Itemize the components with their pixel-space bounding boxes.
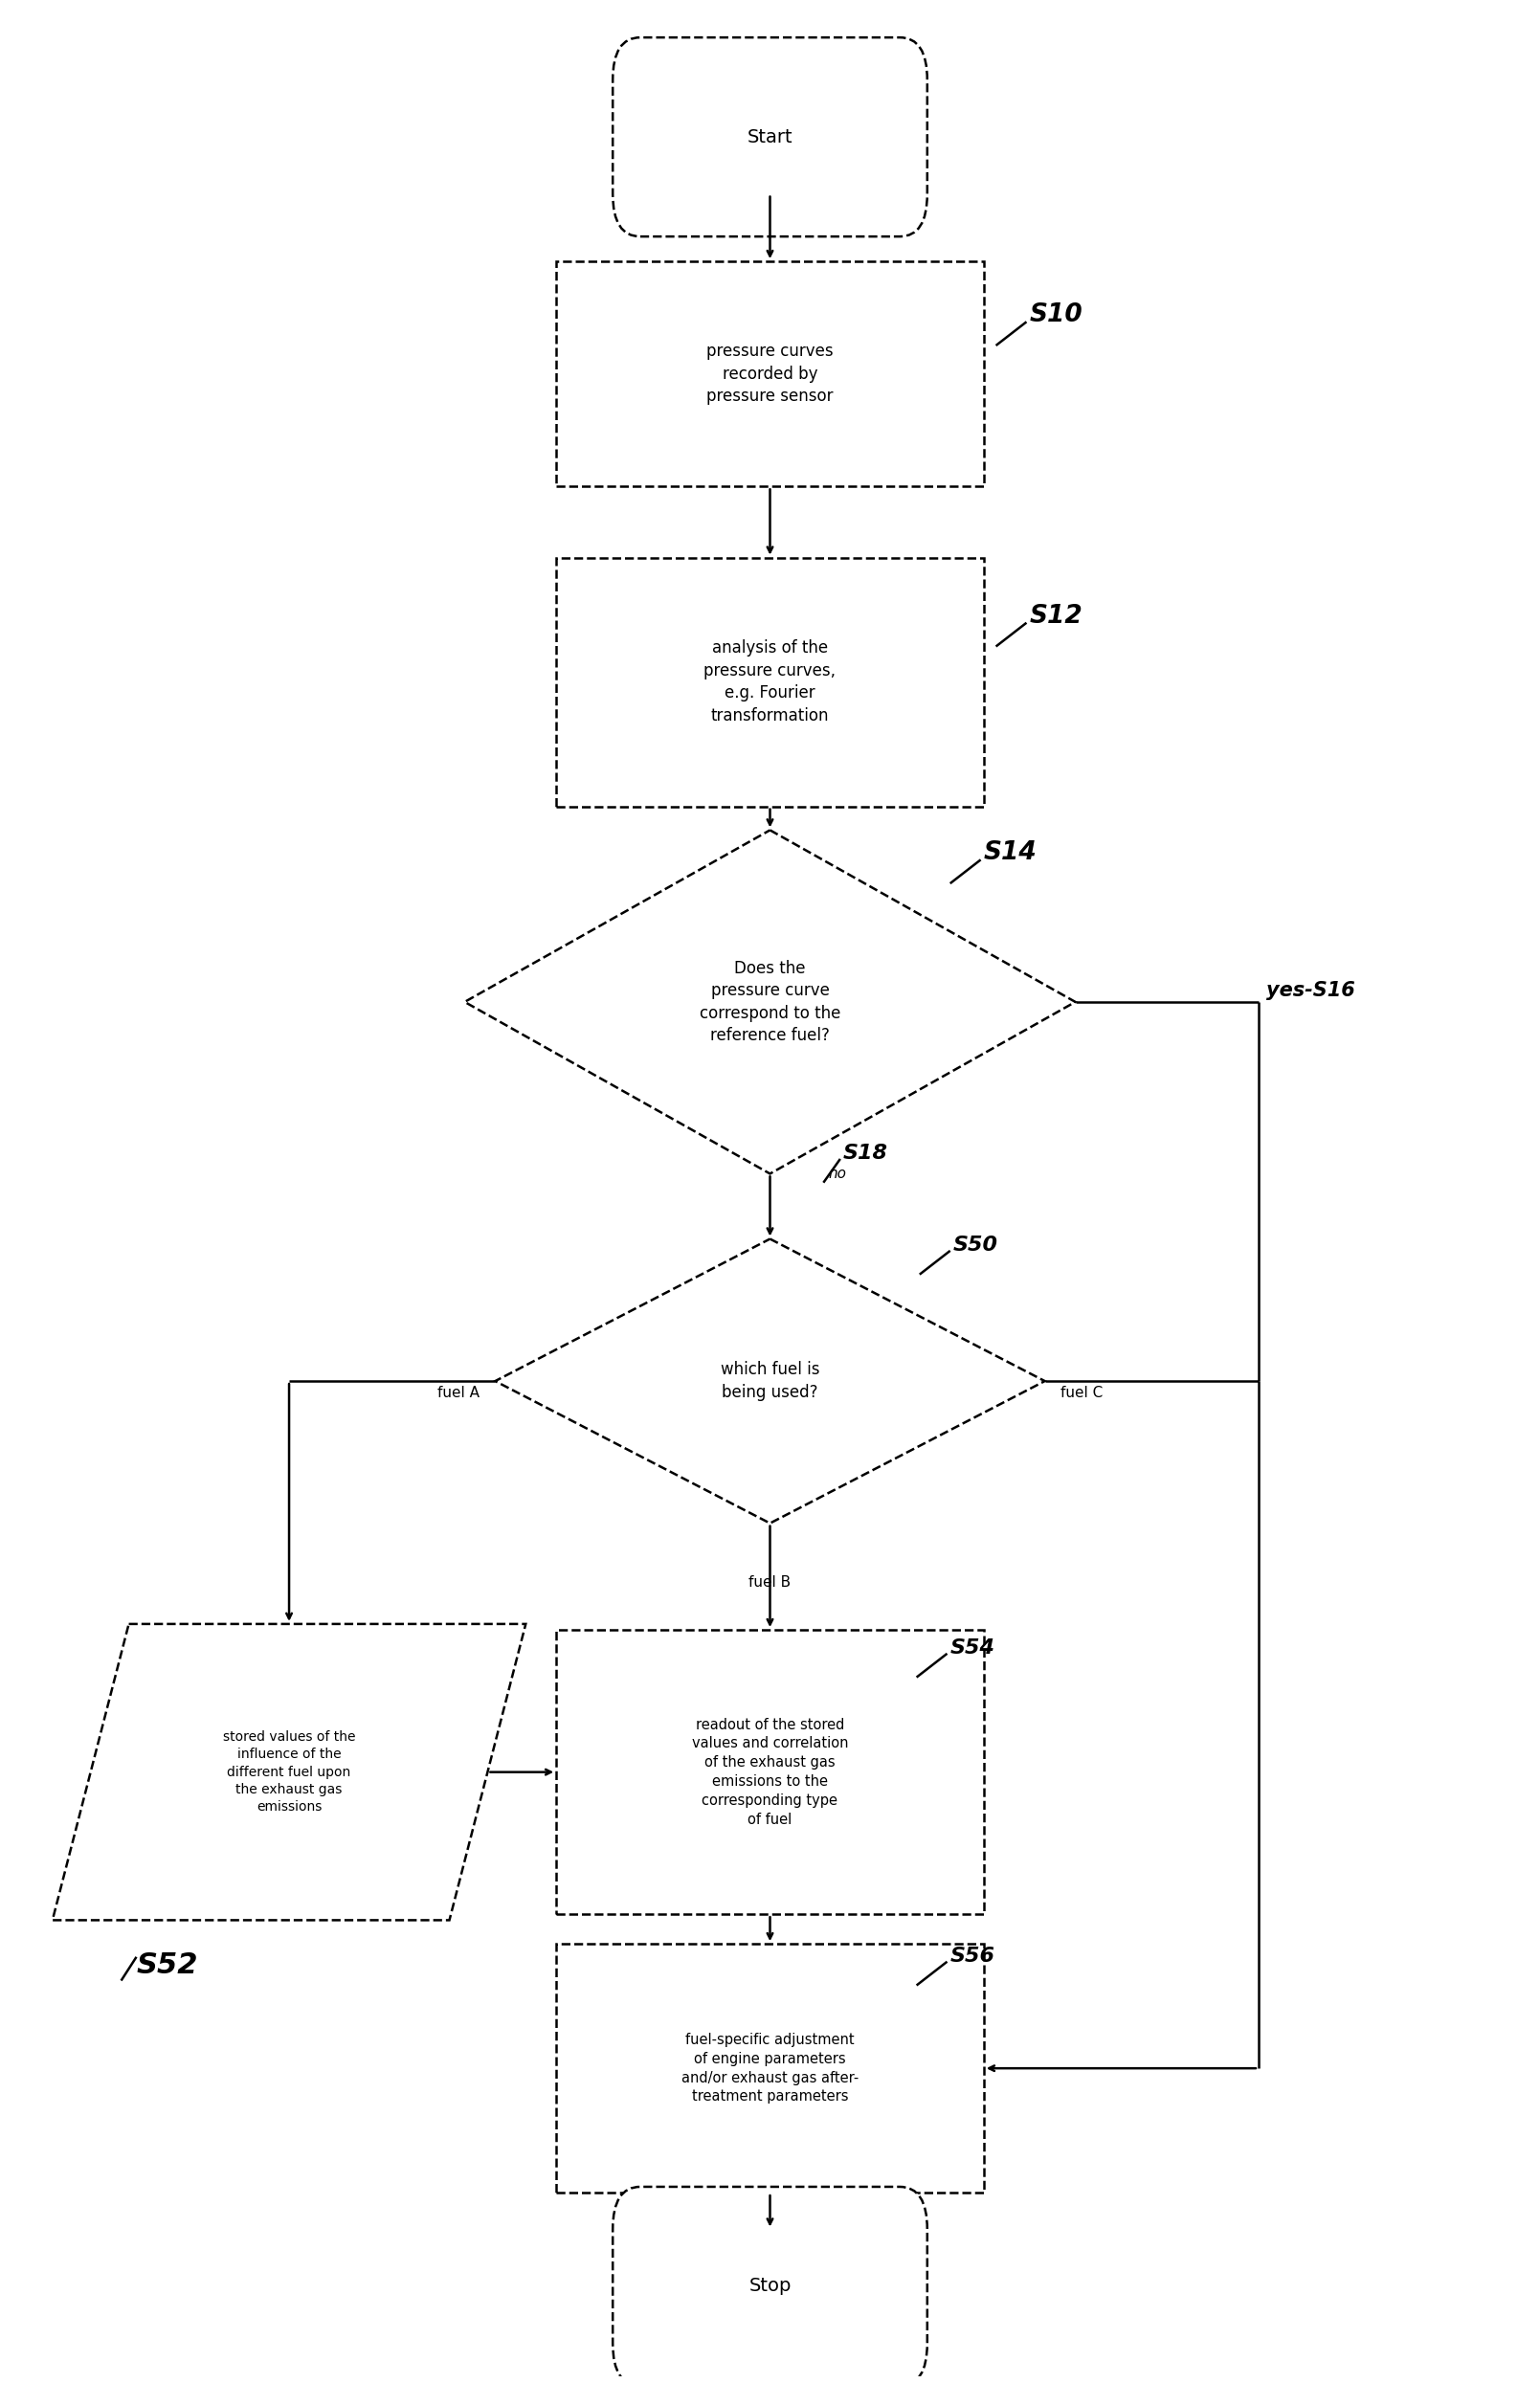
- FancyBboxPatch shape: [556, 1630, 984, 1914]
- Text: S56: S56: [950, 1947, 995, 1966]
- Text: fuel-specific adjustment
of engine parameters
and/or exhaust gas after-
treatmen: fuel-specific adjustment of engine param…: [681, 2033, 859, 2104]
- Text: fuel C: fuel C: [1060, 1387, 1103, 1401]
- FancyBboxPatch shape: [556, 1945, 984, 2192]
- Text: S50: S50: [953, 1234, 998, 1253]
- Text: Does the
pressure curve
correspond to the
reference fuel?: Does the pressure curve correspond to th…: [699, 960, 841, 1044]
- Text: no: no: [829, 1165, 845, 1180]
- Text: S10: S10: [1030, 303, 1083, 326]
- Text: Stop: Stop: [748, 2278, 792, 2295]
- Text: fuel A: fuel A: [437, 1387, 480, 1401]
- Polygon shape: [465, 829, 1075, 1175]
- Text: analysis of the
pressure curves,
e.g. Fourier
transformation: analysis of the pressure curves, e.g. Fo…: [704, 639, 836, 724]
- FancyBboxPatch shape: [613, 2188, 927, 2383]
- FancyBboxPatch shape: [556, 558, 984, 805]
- Text: S14: S14: [984, 841, 1036, 865]
- FancyBboxPatch shape: [613, 38, 927, 236]
- Text: which fuel is
being used?: which fuel is being used?: [721, 1361, 819, 1401]
- Polygon shape: [52, 1623, 525, 1921]
- Text: Start: Start: [747, 129, 793, 145]
- Polygon shape: [496, 1239, 1044, 1523]
- Text: fuel B: fuel B: [748, 1575, 792, 1589]
- Text: S18: S18: [844, 1144, 889, 1163]
- Text: yes-S16: yes-S16: [1266, 979, 1355, 998]
- Text: S54: S54: [950, 1637, 995, 1659]
- Text: S52: S52: [137, 1952, 199, 1980]
- Text: pressure curves
recorded by
pressure sensor: pressure curves recorded by pressure sen…: [707, 343, 833, 405]
- Text: stored values of the
influence of the
different fuel upon
the exhaust gas
emissi: stored values of the influence of the di…: [223, 1730, 356, 1813]
- Text: S12: S12: [1030, 603, 1083, 629]
- Text: readout of the stored
values and correlation
of the exhaust gas
emissions to the: readout of the stored values and correla…: [691, 1718, 849, 1828]
- FancyBboxPatch shape: [556, 262, 984, 486]
